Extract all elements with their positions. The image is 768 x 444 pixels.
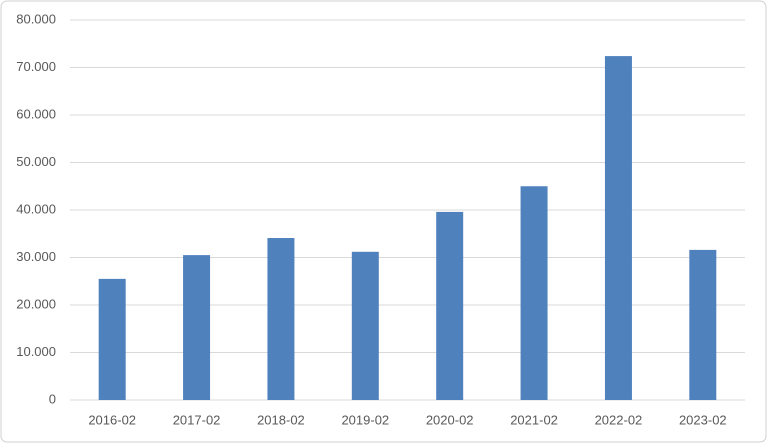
x-tick-label: 2022-02 (595, 412, 643, 427)
x-tick-label: 2017-02 (173, 412, 221, 427)
bar (98, 278, 126, 400)
x-tick-label: 2021-02 (510, 412, 558, 427)
y-tick-label: 60.000 (16, 106, 56, 121)
bar (183, 255, 211, 400)
y-tick-label: 10.000 (16, 344, 56, 359)
x-tick-label: 2016-02 (88, 412, 136, 427)
bar (436, 211, 464, 400)
y-tick-label: 80.000 (16, 11, 56, 26)
bar (689, 249, 717, 400)
y-tick-label: 50.000 (16, 154, 56, 169)
bar (267, 238, 295, 400)
bar (604, 56, 632, 400)
y-tick-label: 70.000 (16, 59, 56, 74)
bar (351, 251, 379, 400)
y-tick-label: 40.000 (16, 201, 56, 216)
y-tick-label: 30.000 (16, 249, 56, 264)
y-tick-label: 20.000 (16, 296, 56, 311)
x-tick-label: 2018-02 (257, 412, 305, 427)
x-tick-label: 2020-02 (426, 412, 474, 427)
x-tick-label: 2019-02 (341, 412, 389, 427)
y-tick-label: 0 (49, 391, 56, 406)
x-tick-label: 2023-02 (679, 412, 727, 427)
bar (520, 186, 548, 400)
